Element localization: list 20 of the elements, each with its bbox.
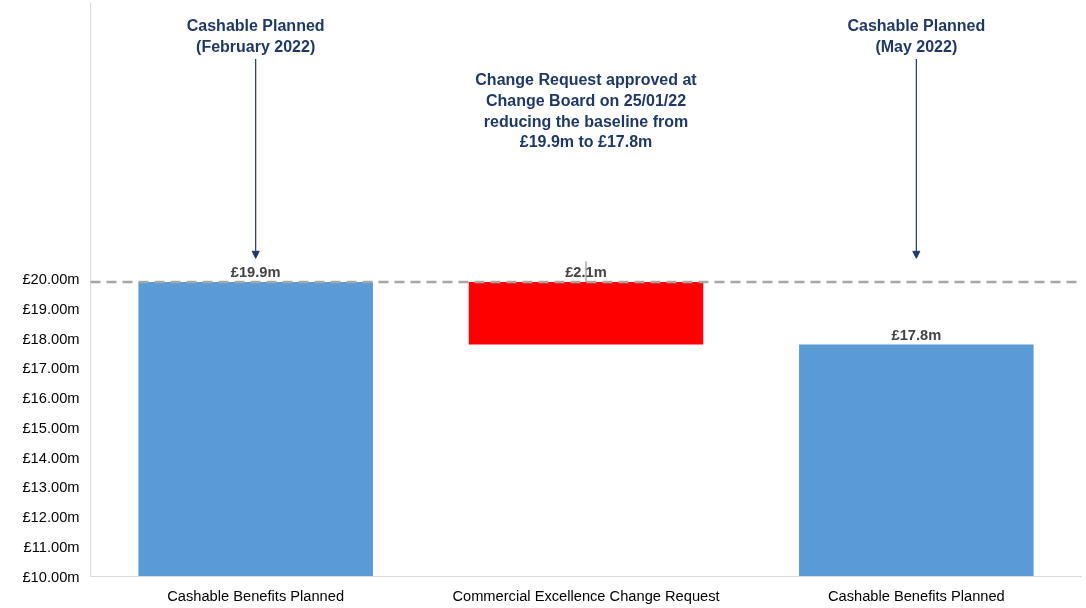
data-label: £17.8m (891, 326, 942, 343)
y-tick-label: £19.00m (22, 300, 80, 317)
y-tick-label: £16.00m (22, 390, 80, 407)
data-label: £2.1m (565, 264, 607, 281)
y-tick-label: £13.00m (22, 479, 80, 496)
annotation: Cashable Planned (February 2022) (186, 17, 325, 56)
y-tick-label: £20.00m (22, 271, 80, 288)
y-tick-label: £12.00m (22, 509, 80, 526)
annotation: Change Request approved at Change Board on 25/01/22 reducing the baseline from £19.9m to £17.8m (475, 70, 698, 151)
x-tick-label: Cashable Benefits Planned (827, 587, 1005, 604)
y-tick-label: £10.00m (22, 568, 80, 585)
y-tick-label: £15.00m (22, 419, 80, 436)
annotation: Cashable Planned (May 2022) (847, 17, 986, 56)
y-tick-label: £14.00m (22, 449, 80, 466)
data-label: £19.9m (230, 264, 281, 281)
y-tick-label: £18.00m (22, 330, 80, 347)
x-tick-label: Commercial Excellence Change Request (452, 587, 720, 604)
y-tick-label: £17.00m (22, 360, 80, 377)
x-tick-label: Cashable Benefits Planned (167, 587, 345, 604)
y-tick-label: £11.00m (23, 538, 80, 555)
